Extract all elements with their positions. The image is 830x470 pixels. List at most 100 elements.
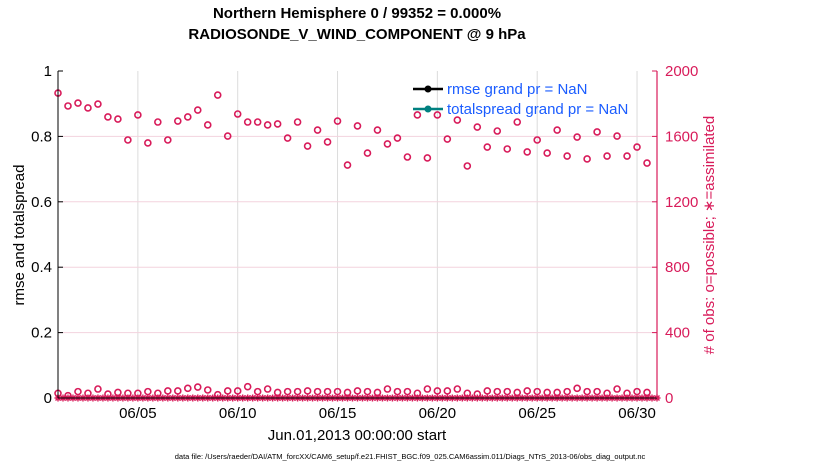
possible-obs-marker (553, 388, 561, 397)
possible-obs-marker (593, 128, 601, 136)
possible-obs-marker (423, 154, 432, 162)
possible-obs-marker (233, 387, 242, 395)
possible-obs-marker (273, 388, 282, 397)
possible-obs-marker (114, 115, 122, 123)
possible-obs-marker (443, 135, 452, 143)
y-tick-label-left: 0 (44, 390, 52, 407)
possible-obs-marker (383, 140, 392, 148)
possible-obs-marker (443, 387, 452, 395)
possible-obs-marker (124, 389, 132, 398)
y-tick-label-left: 0.8 (31, 128, 52, 145)
possible-obs-marker (403, 387, 412, 396)
x-tick-label: 06/20 (419, 405, 457, 422)
possible-obs-marker (104, 390, 112, 398)
possible-obs-marker (533, 387, 542, 396)
possible-obs-marker (223, 132, 232, 140)
possible-obs-marker (303, 387, 312, 395)
y-tick-label-left: 0.6 (31, 194, 52, 211)
possible-obs-marker (473, 123, 482, 131)
possible-obs-marker (603, 389, 611, 398)
possible-obs-marker (114, 388, 122, 397)
possible-obs-marker (64, 102, 72, 110)
possible-obs-marker (333, 387, 342, 396)
x-tick-label: 06/10 (219, 405, 257, 422)
y-tick-label-right: 0 (665, 390, 673, 407)
possible-obs-marker (144, 387, 152, 396)
possible-obs-marker (313, 387, 322, 396)
possible-obs-marker (203, 121, 212, 129)
x-tick-label: 06/30 (618, 405, 656, 422)
possible-obs-marker (313, 126, 322, 134)
possible-obs-marker (343, 388, 352, 397)
possible-obs-marker (603, 152, 611, 160)
y-tick-label-left: 0.2 (31, 325, 52, 342)
possible-obs-marker (373, 126, 382, 134)
possible-obs-marker (134, 389, 142, 398)
possible-obs-marker (523, 148, 532, 156)
grid (58, 71, 657, 398)
possible-obs-marker (373, 388, 382, 397)
possible-obs-marker (543, 149, 551, 157)
x-tick-label: 06/25 (518, 405, 556, 422)
possible-obs-marker (124, 136, 132, 144)
possible-obs-marker (74, 99, 82, 107)
possible-obs-marker (543, 388, 551, 397)
possible-obs-marker (433, 387, 442, 395)
x-axis-label: Jun.01,2013 00:00:00 start (268, 427, 447, 444)
possible-obs-marker (84, 104, 92, 112)
possible-obs-marker (573, 384, 581, 393)
possible-obs-marker (343, 161, 352, 169)
possible-obs-marker (64, 391, 72, 400)
possible-obs-marker (643, 159, 651, 167)
possible-obs-marker (533, 136, 542, 144)
possible-obs-marker (263, 385, 272, 393)
possible-obs-marker (493, 127, 502, 135)
y-tick-label-left: 1 (44, 63, 52, 80)
possible-obs-marker (323, 387, 332, 396)
possible-obs-marker (463, 162, 472, 170)
possible-obs-marker (353, 122, 362, 130)
possible-obs-marker (393, 387, 402, 396)
possible-obs-marker (433, 111, 442, 119)
possible-obs-marker (193, 106, 202, 114)
possible-obs-marker (633, 143, 641, 151)
possible-obs-marker (183, 113, 192, 121)
possible-obs-marker (243, 118, 252, 126)
possible-obs-marker (393, 134, 402, 142)
chart-title-line1: Northern Hemisphere 0 / 99352 = 0.000% (213, 5, 501, 22)
possible-obs-marker (164, 136, 172, 144)
possible-obs-marker (463, 389, 472, 398)
possible-obs-marker (363, 149, 372, 157)
legend: rmse grand pr = NaN totalspread grand pr … (413, 81, 628, 118)
possible-obs-marker (94, 385, 102, 393)
possible-obs-marker (553, 126, 561, 134)
possible-obs-marker (94, 100, 102, 108)
possible-obs-marker (174, 117, 182, 125)
possible-obs-marker (323, 138, 332, 146)
y-tick-label-right: 800 (665, 259, 690, 276)
possible-obs-marker (213, 91, 222, 99)
y-axis-label-left: rmse and totalspread (11, 165, 28, 306)
possible-obs-marker (174, 387, 182, 395)
possible-obs-marker (154, 118, 162, 126)
possible-obs-marker (573, 133, 581, 141)
possible-obs-marker (413, 389, 422, 398)
x-tick-label: 06/15 (319, 405, 357, 422)
possible-obs-marker (453, 116, 462, 124)
possible-obs-marker (134, 111, 142, 119)
possible-obs-marker (503, 387, 512, 396)
possible-obs-marker (493, 387, 502, 396)
data-file-footnote: data file: /Users/raeder/DAI/ATM_forcXX/… (175, 452, 646, 461)
possible-obs-marker (473, 390, 482, 398)
possible-obs-marker (144, 139, 152, 147)
possible-obs-marker (593, 387, 601, 396)
possible-obs-marker (513, 118, 522, 126)
legend-marker-1 (424, 105, 432, 113)
possible-obs-marker (623, 152, 631, 160)
y-axis-label-right: # of obs: o=possible; ∗=assimilated (701, 116, 718, 355)
possible-obs-marker (423, 385, 432, 393)
possible-obs-marker (643, 388, 651, 397)
possible-obs-marker (283, 387, 292, 396)
x-tick-label: 06/05 (119, 405, 157, 422)
